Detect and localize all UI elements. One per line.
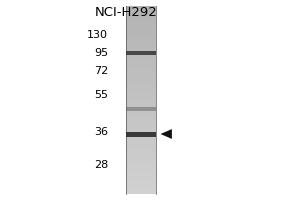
Bar xyxy=(126,95,156,98)
Bar xyxy=(126,53,156,55)
Text: 95: 95 xyxy=(94,48,108,58)
Bar xyxy=(126,112,156,114)
Bar xyxy=(126,189,156,192)
Bar xyxy=(126,34,156,37)
Bar xyxy=(126,51,156,55)
Bar xyxy=(126,109,156,112)
Text: 72: 72 xyxy=(94,66,108,76)
Bar xyxy=(126,137,156,140)
Bar xyxy=(126,81,156,84)
Bar xyxy=(126,173,156,175)
Bar xyxy=(126,133,156,135)
Bar xyxy=(126,147,156,149)
Bar xyxy=(126,22,156,25)
Bar xyxy=(126,6,156,8)
Text: 36: 36 xyxy=(94,127,108,137)
Bar xyxy=(126,107,156,111)
Bar xyxy=(126,69,156,72)
Bar xyxy=(126,107,156,109)
Bar xyxy=(126,161,156,163)
Bar xyxy=(126,191,156,194)
Text: 130: 130 xyxy=(87,30,108,40)
Bar xyxy=(126,166,156,168)
Bar xyxy=(126,123,156,126)
Bar xyxy=(126,60,156,62)
Bar xyxy=(126,27,156,29)
Bar xyxy=(126,159,156,161)
Bar xyxy=(126,119,156,121)
Bar xyxy=(126,13,156,15)
Bar xyxy=(126,55,156,58)
Bar xyxy=(126,187,156,189)
Bar xyxy=(126,144,156,147)
Bar xyxy=(126,41,156,44)
Bar xyxy=(126,65,156,67)
Bar xyxy=(126,104,156,107)
Bar xyxy=(126,10,156,13)
Bar xyxy=(126,97,156,100)
Bar xyxy=(126,67,156,69)
Bar xyxy=(126,18,156,20)
Bar xyxy=(126,20,156,22)
Bar xyxy=(126,36,156,39)
Text: 28: 28 xyxy=(94,160,108,170)
Bar xyxy=(126,142,156,145)
Bar xyxy=(126,180,156,182)
Bar xyxy=(126,46,156,48)
Bar xyxy=(126,102,156,105)
Bar xyxy=(126,8,156,11)
Bar xyxy=(126,90,156,93)
Bar xyxy=(126,74,156,77)
Bar xyxy=(126,72,156,74)
Bar xyxy=(126,25,156,27)
Bar xyxy=(126,100,156,102)
Bar xyxy=(126,88,156,91)
Bar xyxy=(126,29,156,32)
Bar xyxy=(126,86,156,88)
Bar xyxy=(126,152,156,154)
Bar xyxy=(126,149,156,152)
Bar xyxy=(126,168,156,170)
Bar xyxy=(126,39,156,41)
Bar xyxy=(126,32,156,34)
Bar xyxy=(126,170,156,173)
Bar xyxy=(126,177,156,180)
Polygon shape xyxy=(160,129,172,139)
Bar xyxy=(126,140,156,142)
Bar xyxy=(126,15,156,18)
Bar xyxy=(126,50,156,53)
Bar xyxy=(126,130,156,133)
Text: 55: 55 xyxy=(94,90,108,100)
Bar xyxy=(126,79,156,81)
Bar xyxy=(126,163,156,166)
Bar xyxy=(126,83,156,86)
Text: NCI-H292: NCI-H292 xyxy=(94,6,158,19)
Bar xyxy=(126,48,156,51)
Bar xyxy=(126,182,156,185)
Bar xyxy=(126,121,156,124)
Bar xyxy=(126,116,156,119)
Bar xyxy=(126,175,156,178)
Bar xyxy=(126,156,156,159)
Bar xyxy=(126,62,156,65)
Bar xyxy=(126,184,156,187)
Bar xyxy=(126,126,156,128)
Bar xyxy=(126,43,156,46)
Bar xyxy=(126,135,156,138)
Bar xyxy=(126,114,156,116)
Bar xyxy=(126,76,156,79)
Bar xyxy=(126,154,156,156)
Bar xyxy=(126,93,156,95)
Bar xyxy=(126,58,156,60)
Bar xyxy=(126,132,156,136)
Bar xyxy=(126,128,156,131)
